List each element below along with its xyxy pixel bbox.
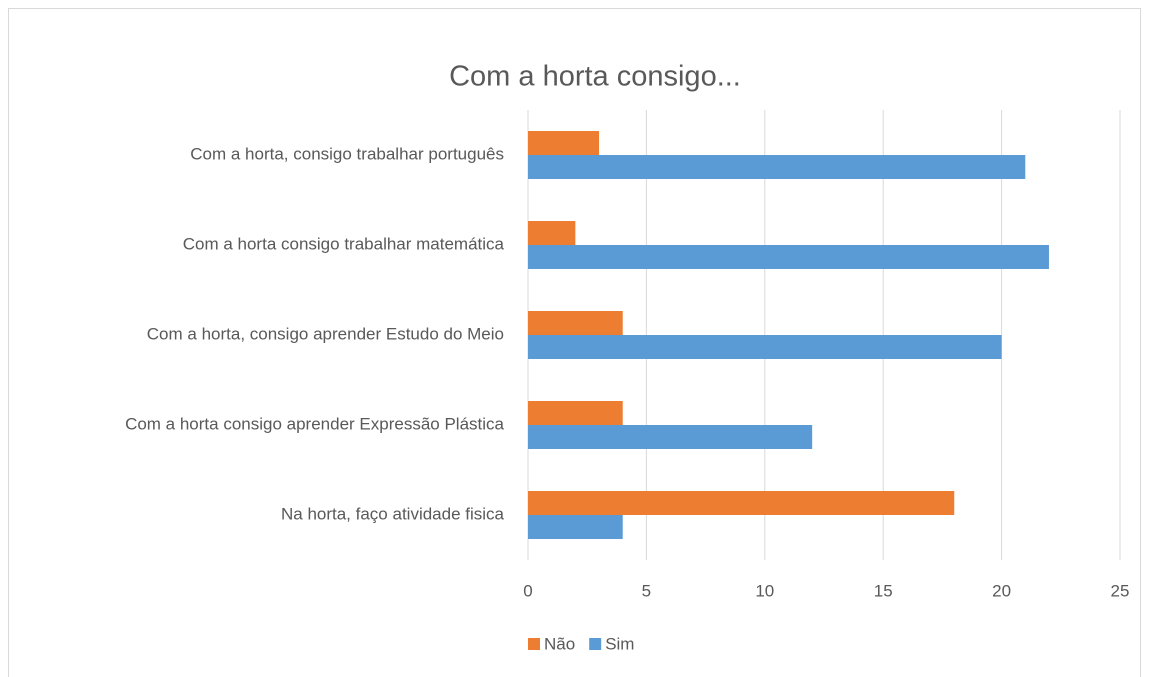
x-tick-label: 25 — [1111, 581, 1130, 600]
bar — [528, 335, 1002, 359]
x-tick-label: 20 — [992, 581, 1011, 600]
bar — [528, 515, 623, 539]
bar — [528, 245, 1049, 269]
x-tick-label: 15 — [874, 581, 893, 600]
bar — [528, 311, 623, 335]
bar — [528, 131, 600, 155]
x-tick-label: 10 — [755, 581, 774, 600]
bar — [528, 401, 623, 425]
legend-label: Não — [544, 634, 575, 653]
bar — [528, 491, 955, 515]
bar — [528, 221, 576, 245]
legend-swatch — [589, 638, 602, 650]
bar — [528, 155, 1026, 179]
chart-title: Com a horta consigo... — [449, 61, 741, 93]
x-tick-label: 0 — [523, 581, 532, 600]
y-tick-label: Com a horta consigo aprender Expressão P… — [125, 414, 504, 433]
y-tick-label: Na horta, faço atividade fisica — [281, 504, 505, 523]
y-tick-label: Com a horta, consigo aprender Estudo do … — [147, 324, 504, 343]
x-tick-label: 5 — [642, 581, 651, 600]
bar — [528, 425, 813, 449]
y-tick-label: Com a horta consigo trabalhar matemática — [183, 234, 505, 253]
legend-swatch — [528, 638, 540, 650]
y-tick-label: Com a horta, consigo trabalhar português — [190, 144, 504, 163]
legend-label: Sim — [605, 634, 634, 653]
